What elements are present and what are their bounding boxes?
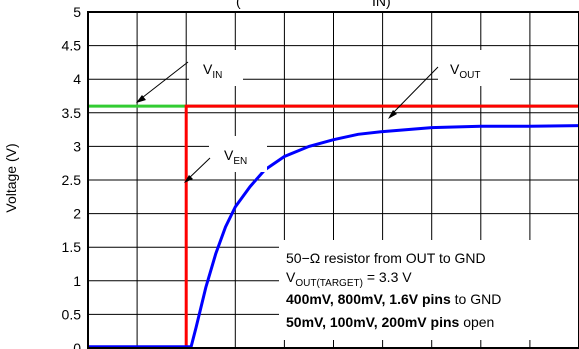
annotation-line-3: 400mV, 800mV, 1.6V pins to GND bbox=[286, 291, 501, 307]
y-tick-label: 3 bbox=[73, 138, 81, 154]
vout-label: VOUT bbox=[450, 61, 480, 81]
y-tick-label: 2 bbox=[73, 206, 81, 222]
vin-label-box bbox=[189, 50, 243, 86]
y-tick-label: 0 bbox=[73, 340, 81, 349]
vout-arrowhead bbox=[388, 110, 397, 119]
annotation-box bbox=[279, 240, 579, 340]
series-line-v-out bbox=[88, 124, 579, 349]
chart-title-fragment-left: ( bbox=[236, 0, 241, 9]
y-axis-label: Voltage (V) bbox=[3, 143, 19, 212]
vin-arrow bbox=[137, 61, 189, 102]
plot-frame bbox=[87, 11, 579, 349]
ven-label-box bbox=[209, 136, 267, 172]
y-tick-labels: 0 0.5 1 1.5 2 2.5 3 3.5 4 4.5 5 bbox=[62, 4, 82, 349]
y-tick-label: 2.5 bbox=[62, 172, 82, 188]
vout-label-box bbox=[438, 50, 510, 86]
annotation-line-1: 50−Ω resistor from OUT to GND bbox=[286, 250, 486, 266]
vout-arrow bbox=[389, 66, 439, 117]
vin-arrowhead bbox=[136, 95, 146, 103]
annotation-line-4: 50mV, 100mV, 200mV pins open bbox=[286, 314, 494, 330]
y-tick-label: 1.5 bbox=[62, 239, 82, 255]
y-tick-label: 5 bbox=[73, 4, 81, 20]
chart-title-fragment-right: IN) bbox=[372, 0, 391, 9]
y-tick-label: 0.5 bbox=[62, 306, 82, 322]
y-tick-label: 1 bbox=[73, 273, 81, 289]
y-tick-label: 4.5 bbox=[62, 38, 82, 54]
vin-label: VIN bbox=[203, 61, 222, 81]
annotation-line-2: VOUT(TARGET) = 3.3 V bbox=[286, 269, 412, 289]
ven-label: VEN bbox=[224, 147, 247, 167]
ven-arrowhead bbox=[184, 175, 193, 183]
y-tick-label: 4 bbox=[73, 71, 81, 87]
y-tick-label: 3.5 bbox=[62, 105, 82, 121]
